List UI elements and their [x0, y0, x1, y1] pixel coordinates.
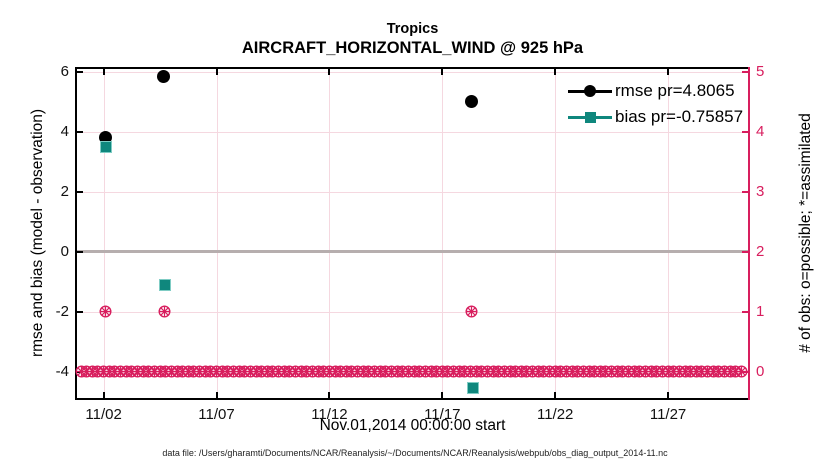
y-tick-label-left: 0 [60, 242, 69, 260]
x-tick [554, 392, 557, 398]
y-tick-label-left: 2 [60, 182, 69, 200]
legend-label: bias pr=-0.75857 [615, 107, 744, 126]
obs-count-marker [157, 304, 172, 319]
x-tick-label: 11/12 [311, 406, 348, 423]
x-tick-top [554, 69, 557, 75]
x-tick-top [215, 69, 218, 75]
legend-entry: bias pr=-0.75857 [568, 104, 743, 130]
x-gridline [668, 69, 670, 398]
obs-count-marker [98, 304, 113, 319]
x-tick-top [667, 69, 670, 75]
x-tick [102, 392, 105, 398]
y-tick-right [742, 70, 748, 73]
x-tick-label: 11/27 [649, 406, 687, 423]
y-tick-label-left: -4 [55, 362, 69, 380]
y-tick-left [77, 190, 83, 193]
bias-marker [158, 278, 171, 291]
chart-title-block: Tropics AIRCRAFT_HORIZONTAL_WIND @ 925 h… [77, 21, 748, 58]
legend-bias-swatch-icon [568, 109, 612, 125]
legend-label: rmse pr=4.8065 [615, 81, 735, 100]
legend-rmse-swatch-icon [568, 83, 612, 99]
obs-count-marker [464, 304, 479, 319]
chart-suptitle: Tropics [386, 21, 439, 37]
y-tick-label-right: 2 [756, 242, 765, 260]
x-tick [328, 392, 331, 398]
y-tick-right [742, 250, 748, 253]
x-tick-top [441, 69, 444, 75]
axis-spine-top [75, 67, 750, 69]
y-tick-label-right: 1 [756, 302, 765, 320]
x-tick-top [328, 69, 331, 75]
x-tick [441, 392, 444, 398]
y-tick-label-right: 3 [756, 182, 765, 200]
y-tick-label-left: -2 [55, 302, 69, 320]
y-tick-right [742, 130, 748, 133]
y-tick-label-right: 4 [756, 122, 765, 140]
x-tick-top [102, 69, 105, 75]
y-tick-left [77, 250, 83, 253]
y-tick-left [77, 310, 83, 313]
legend: rmse pr=4.8065 bias pr=-0.75857 [568, 78, 743, 130]
rmse-marker [156, 69, 170, 83]
x-gridline [329, 69, 331, 398]
x-tick-label: 11/22 [536, 406, 574, 423]
axis-spine-bottom [75, 398, 750, 400]
x-gridline [442, 69, 444, 398]
x-tick [215, 392, 218, 398]
obs-zero-marker [734, 364, 749, 379]
x-gridline [216, 69, 218, 398]
y-tick-label-left: 4 [60, 122, 69, 140]
y-tick-right [742, 310, 748, 313]
bias-marker [99, 140, 112, 153]
y-gridline [77, 131, 748, 133]
x-gridline [555, 69, 557, 398]
x-tick-label: 11/17 [424, 406, 461, 423]
rmse-marker [465, 95, 479, 109]
y-tick-left [77, 70, 83, 73]
y-tick-label-right: 0 [756, 362, 765, 380]
y-tick-label-left: 6 [60, 62, 69, 80]
y-tick-left [77, 130, 83, 133]
axis-spine-right [748, 67, 750, 400]
y-gridline [77, 311, 748, 313]
x-tick [667, 392, 670, 398]
axis-spine-left [75, 67, 77, 400]
y-gridline [77, 71, 748, 73]
x-gridline [103, 69, 105, 398]
zero-reference-line [77, 250, 748, 254]
x-tick-label: 11/07 [198, 406, 235, 423]
datafile-annotation: data file: /Users/gharamti/Documents/NCA… [162, 448, 668, 458]
legend-entry: rmse pr=4.8065 [568, 78, 743, 104]
bias-marker [466, 382, 479, 395]
y-tick-label-right: 5 [756, 62, 765, 80]
x-tick-label: 11/02 [85, 406, 122, 423]
y-tick-right [742, 190, 748, 193]
y-gridline [77, 191, 748, 193]
chart-title: AIRCRAFT_HORIZONTAL_WIND @ 925 hPa [241, 39, 584, 57]
x-axis-label: Nov.01,2014 00:00:00 start [319, 417, 506, 434]
